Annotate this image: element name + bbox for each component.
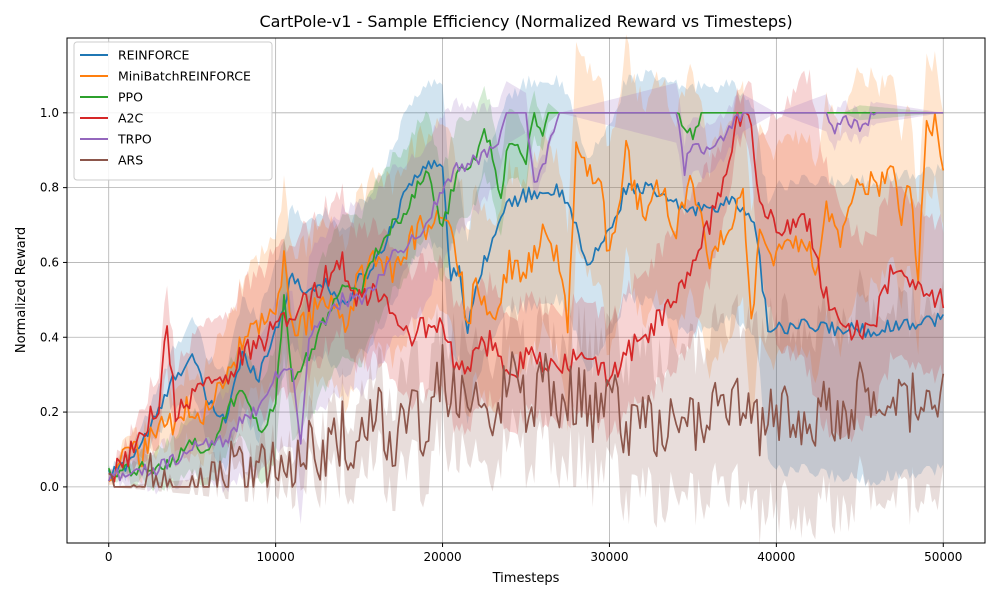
y-tick-label: 0.2 — [40, 405, 59, 419]
legend-label: PPO — [118, 90, 143, 105]
plot-frame — [66, 37, 986, 544]
x-tick-label: 20000 — [423, 550, 461, 564]
std-band-1 — [108, 34, 944, 487]
y-axis-label: Normalized Reward — [14, 227, 29, 353]
legend-box — [73, 41, 273, 181]
std-band-3 — [108, 69, 944, 489]
std-band-5 — [108, 268, 944, 546]
legend: REINFORCE MiniBatchREINFORCE PPO A2C TRPO ARS — [73, 41, 273, 181]
y-tick-label: 0.0 — [40, 480, 59, 494]
std-band-2 — [108, 85, 944, 492]
chart-title: CartPole-v1 - Sample Efficiency (Normali… — [259, 12, 792, 31]
legend-label: MiniBatchREINFORCE — [118, 69, 251, 84]
legend-label: REINFORCE — [118, 48, 189, 63]
legend-label: TRPO — [117, 132, 152, 147]
y-tick-label: 1.0 — [40, 106, 59, 120]
x-tick-label: 40000 — [757, 550, 795, 564]
series-line-5 — [108, 344, 945, 488]
series-lines — [107, 111, 945, 488]
x-axis-label: Timesteps — [492, 571, 560, 586]
legend-label: ARS — [118, 153, 143, 168]
y-tick-label: 0.8 — [40, 181, 59, 195]
legend-label: A2C — [118, 111, 144, 126]
series-line-1 — [108, 111, 945, 483]
y-tick-label: 0.4 — [40, 330, 59, 344]
std-band-4 — [108, 81, 944, 525]
x-tick-label: 50000 — [924, 550, 962, 564]
x-tick-label: 30000 — [590, 550, 628, 564]
y-tick-label: 0.6 — [40, 255, 59, 269]
axis-ticks: 0 10000 20000 30000 40000 50000 0.0 0.2 0.4 0.6 0.… — [40, 106, 962, 564]
series-line-3 — [108, 111, 945, 483]
series-line-4 — [107, 111, 944, 482]
series-line-0 — [107, 159, 945, 479]
x-tick-label: 0 — [105, 550, 113, 564]
x-tick-label: 10000 — [257, 550, 295, 564]
